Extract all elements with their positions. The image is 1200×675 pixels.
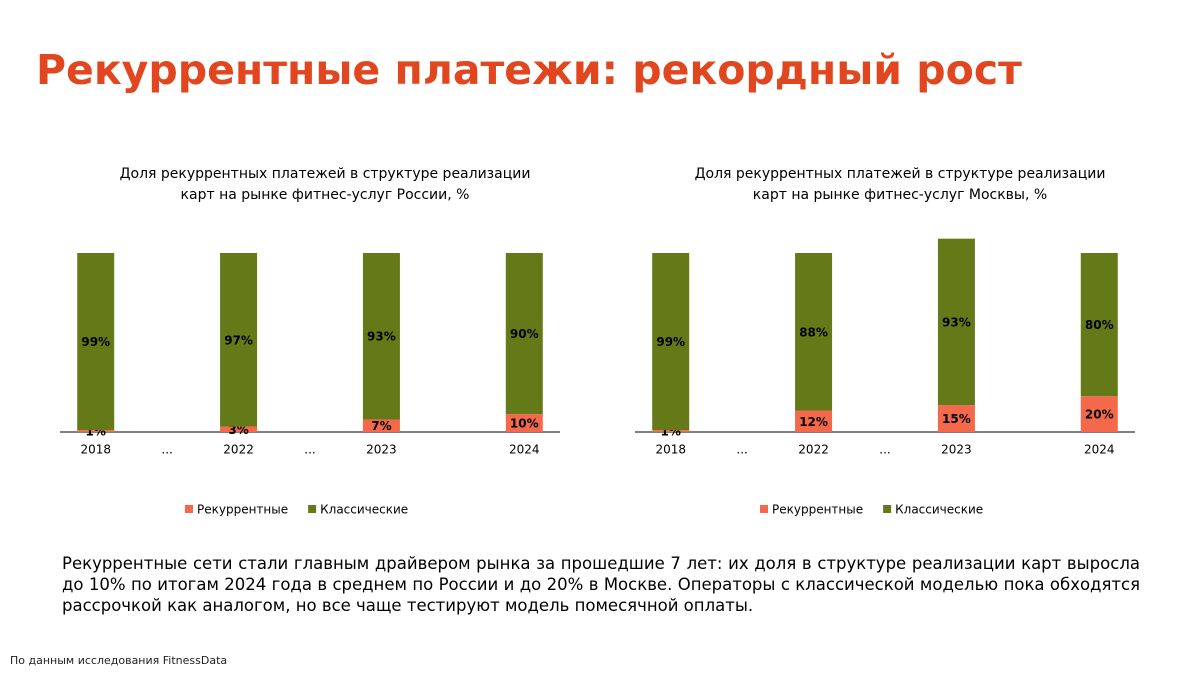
data-label: 97% [224,333,253,347]
source-note: По данным исследования FitnessData [10,654,228,667]
x-tick-label: 2023 [941,443,972,457]
bar-segment [362,253,400,420]
bar-segment [1080,396,1118,432]
data-label: 93% [367,330,396,344]
bar-segment [795,410,833,432]
legend-label: Рекуррентные [772,503,863,517]
data-label: 93% [942,315,971,329]
slide-title: Рекуррентные платежи: рекордный рост [36,46,1022,94]
legend-swatch [185,505,193,513]
data-label: 10% [510,417,539,431]
x-tick-label: 2024 [1084,443,1115,457]
data-label: 90% [510,327,539,341]
data-label: 12% [799,415,828,429]
legend-swatch [308,505,317,513]
legend-swatch [760,505,768,513]
data-label: 99% [656,335,685,349]
legend-swatch [883,505,892,513]
x-tick-label: ... [879,443,890,457]
bar-segment [1080,253,1118,397]
bar-segment [795,253,833,411]
x-tick-label: 2018 [655,443,686,457]
legend-label: Классические [320,503,408,517]
data-label: 15% [942,412,971,426]
legend-label: Классические [895,503,983,517]
bar-segment [220,426,258,432]
bar-segment [652,253,690,431]
legend-label: Рекуррентные [197,503,288,517]
x-tick-label: 2022 [223,443,254,457]
bar-segment [77,430,115,432]
data-label: 20% [1085,408,1114,422]
x-tick-label: 2024 [509,443,540,457]
x-tick-label: ... [304,443,315,457]
body-text: Рекуррентные сети стали главным драйверо… [62,554,1140,615]
chart-title: Доля рекуррентных платежей в структуре р… [119,166,531,203]
data-label: 7% [371,419,391,433]
x-tick-label: 2022 [798,443,829,457]
bar-segment [220,253,258,427]
bar-segment [652,430,690,432]
data-label: 99% [81,335,110,349]
chart-title: Доля рекуррентных платежей в структуре р… [694,166,1106,203]
bar-segment [937,238,975,406]
bar-segment [505,253,543,415]
bar-segment [77,253,115,431]
data-label: 88% [799,325,828,339]
data-label: 80% [1085,318,1114,332]
x-tick-label: 2018 [80,443,111,457]
x-tick-label: ... [736,443,747,457]
bar-segment [505,414,543,432]
bar-segment [937,405,975,432]
bar-segment [362,419,400,432]
x-tick-label: 2023 [366,443,397,457]
x-tick-label: ... [161,443,172,457]
